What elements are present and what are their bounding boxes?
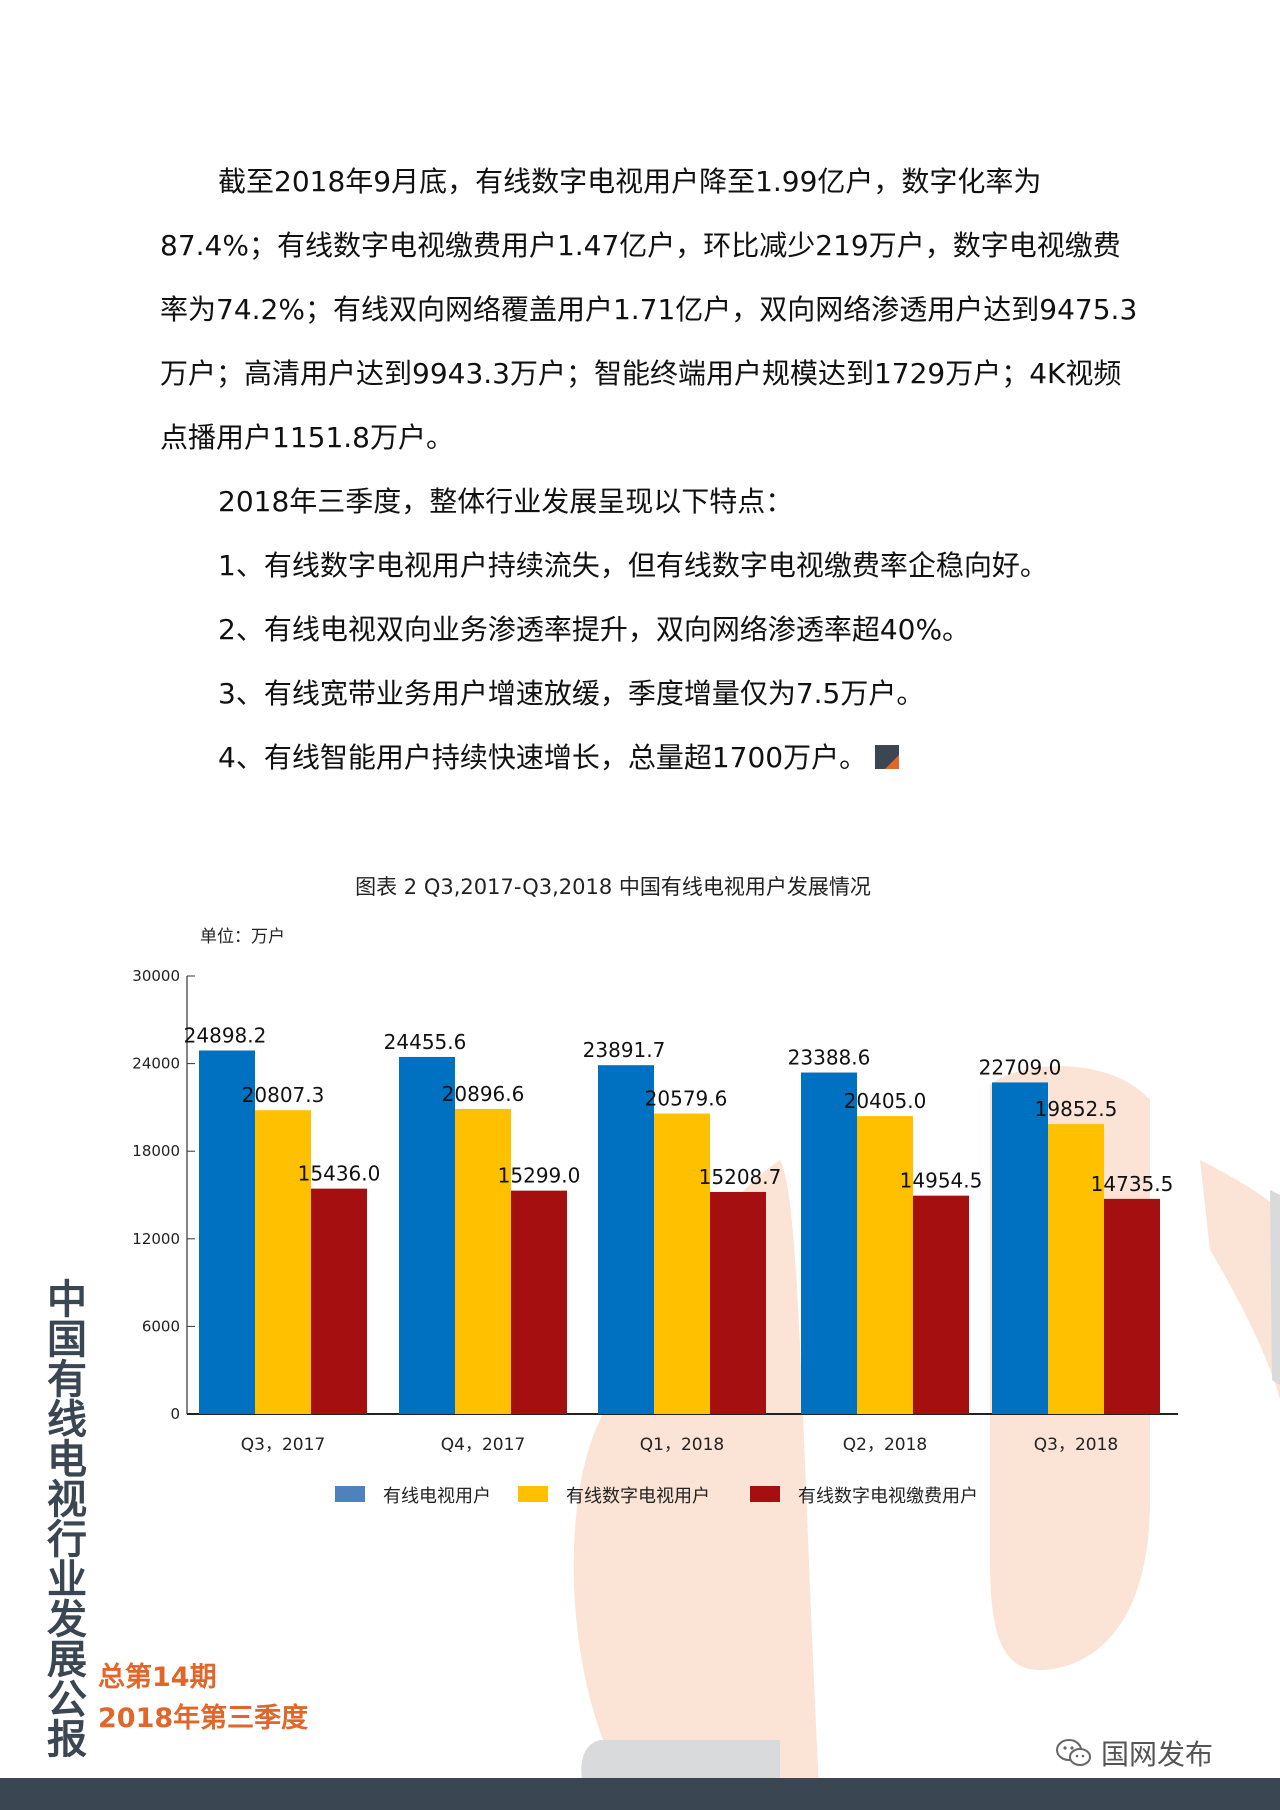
data-label: 15299.0 (498, 1164, 581, 1188)
chart-bars (199, 1050, 1160, 1414)
x-tick-label: Q2，2018 (843, 1435, 927, 1455)
data-label: 20579.6 (645, 1087, 728, 1111)
data-label: 23388.6 (788, 1046, 871, 1070)
data-label: 20896.6 (442, 1082, 525, 1106)
data-label: 22709.0 (979, 1055, 1062, 1079)
bar-3-5 (1104, 1198, 1160, 1414)
article-paragraph-2: 2018年三季度，整体行业发展呈现以下特点： (218, 485, 794, 518)
bar-2-2 (455, 1108, 511, 1414)
data-label: 14954.5 (900, 1169, 983, 1193)
data-label: 20405.0 (844, 1089, 927, 1113)
data-label: 15208.7 (699, 1165, 782, 1189)
legend-swatch-1 (335, 1486, 365, 1502)
chart-value-labels: 24898.2 20807.3 15436.0 24455.6 20896.6 15299… (184, 1023, 1174, 1195)
y-tick-label: 18000 (132, 1142, 180, 1160)
key-point-3: 3、有线宽带业务用户增速放缓，季度增量仅为7.5万户。 (218, 677, 925, 710)
bar-1-3 (598, 1065, 654, 1414)
issue-number: 总第14期 (98, 1662, 217, 1693)
x-tick-label: Q3，2018 (1034, 1435, 1118, 1455)
data-label: 23891.7 (583, 1038, 666, 1062)
publication-vertical-title: 中国有线电视行业发展公报 (40, 1278, 87, 1758)
chart-legend: 有线电视用户 有线数字电视用户 有线数字电视缴费用户 (335, 1486, 978, 1507)
y-tick-label: 30000 (132, 967, 180, 985)
bar-2-1 (255, 1110, 311, 1414)
key-point-1: 1、有线数字电视用户持续流失，但有线数字电视缴费率企稳向好。 (218, 549, 1048, 582)
bar-1-4 (801, 1072, 857, 1414)
bar-2-3 (654, 1113, 710, 1414)
bar-3-4 (913, 1195, 969, 1414)
data-label: 14735.5 (1091, 1172, 1174, 1196)
bar-2-5 (1048, 1124, 1104, 1414)
key-point-4: 4、有线智能用户持续快速增长，总量超1700万户。 (218, 741, 868, 774)
chart-title: 图表 2 Q3,2017-Q3,2018 中国有线电视用户发展情况 (355, 875, 871, 899)
issue-period: 2018年第三季度 (98, 1703, 309, 1734)
end-mark-icon (875, 745, 900, 769)
data-label: 24898.2 (184, 1023, 267, 1047)
bar-3-3 (710, 1191, 766, 1414)
bar-1-2 (399, 1056, 455, 1414)
legend-swatch-2 (518, 1486, 548, 1502)
wechat-icon (1056, 1739, 1091, 1766)
data-label: 19852.5 (1035, 1097, 1118, 1121)
y-tick-label: 0 (170, 1405, 180, 1423)
data-label: 20807.3 (242, 1083, 325, 1107)
x-axis-labels: Q3，2017 Q4，2017 Q1，2018 Q2，2018 Q3，2018 (241, 1435, 1118, 1455)
watermark-text: 国网发布 (1101, 1738, 1214, 1771)
article-paragraph-1: 截至2018年9月底，有线数字电视用户降至1.99亿户，数字化率为87.4%；有… (160, 165, 1138, 454)
bar-2-4 (857, 1116, 913, 1414)
legend-label-3: 有线数字电视缴费用户 (798, 1486, 978, 1507)
y-tick-label: 6000 (142, 1317, 180, 1335)
chart-unit-label: 单位：万户 (200, 927, 285, 947)
bar-3-2 (511, 1190, 567, 1414)
x-tick-label: Q4，2017 (441, 1435, 525, 1455)
data-label: 15436.0 (298, 1162, 381, 1186)
wechat-watermark: 国网发布 (1055, 1733, 1213, 1773)
bar-1-5 (992, 1082, 1048, 1414)
x-tick-label: Q3，2017 (241, 1435, 325, 1455)
footer-bar (0, 1778, 1280, 1810)
legend-label-1: 有线电视用户 (383, 1486, 491, 1507)
y-tick-label: 12000 (132, 1230, 180, 1248)
article: 截至2018年9月底，有线数字电视用户降至1.99亿户，数字化率为87.4%；有… (160, 150, 1140, 790)
key-point-2: 2、有线电视双向业务渗透率提升，双向网络渗透率超40%。 (218, 613, 971, 646)
bar-3-1 (311, 1188, 367, 1414)
legend-label-2: 有线数字电视用户 (566, 1486, 710, 1507)
x-tick-label: Q1，2018 (640, 1435, 724, 1455)
bar-1-1 (199, 1050, 255, 1414)
data-label: 24455.6 (384, 1030, 467, 1054)
y-tick-label: 24000 (132, 1055, 180, 1073)
legend-swatch-3 (750, 1486, 780, 1502)
